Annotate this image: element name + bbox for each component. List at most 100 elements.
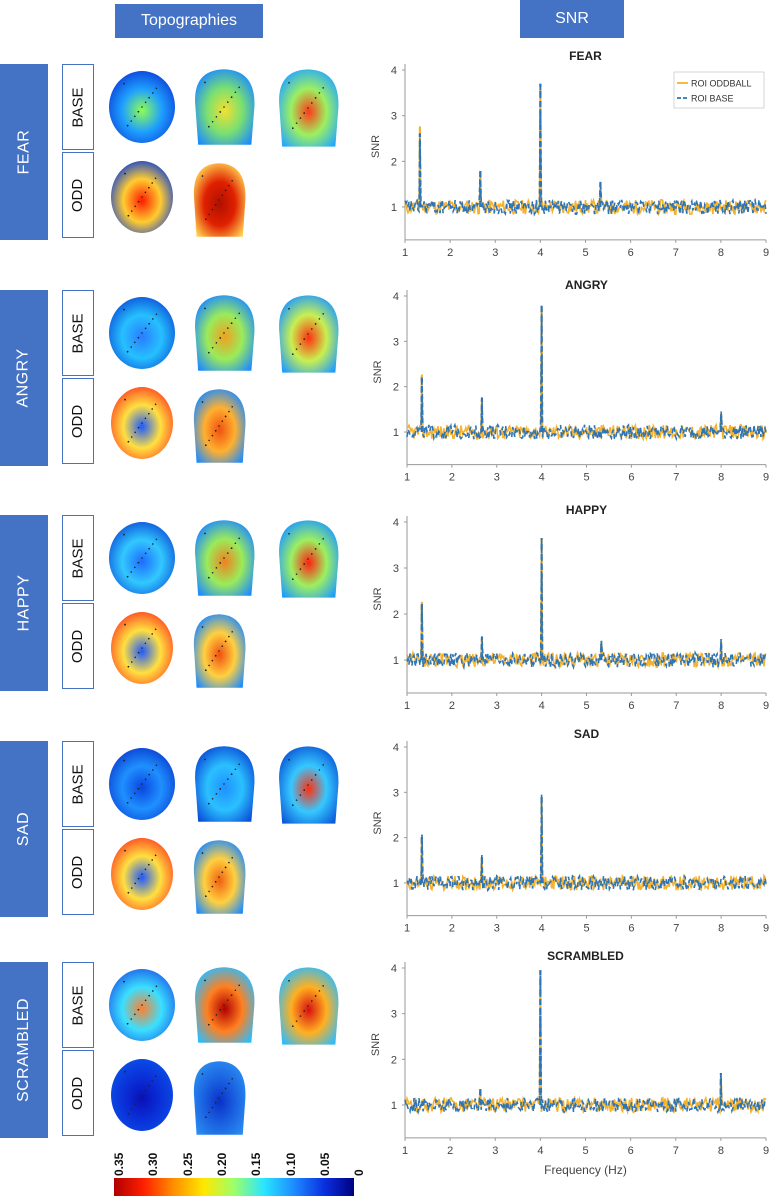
topo-odd-top-scrambled bbox=[111, 1059, 173, 1131]
x-tick-label: 8 bbox=[718, 247, 724, 259]
topo-base-back-angry bbox=[195, 295, 255, 371]
odd-row-label: ODD bbox=[62, 152, 94, 238]
chart-title: FEAR bbox=[569, 49, 602, 63]
y-tick-label: 3 bbox=[393, 563, 399, 575]
x-tick-label: 6 bbox=[628, 1145, 634, 1157]
chart-title: SAD bbox=[574, 727, 600, 741]
series-roi-base bbox=[406, 794, 767, 893]
x-tick-label: 5 bbox=[583, 700, 589, 712]
series-roi-base bbox=[404, 970, 767, 1115]
x-tick-label: 3 bbox=[494, 700, 500, 712]
x-tick-label: 9 bbox=[763, 247, 769, 259]
snr-header: SNR bbox=[520, 0, 624, 38]
y-tick-label: 3 bbox=[391, 1009, 397, 1021]
base-row-label: BASE bbox=[62, 962, 94, 1048]
x-tick-label: 8 bbox=[718, 1145, 724, 1157]
base-row-label: BASE bbox=[62, 290, 94, 376]
series-roi-oddball bbox=[404, 970, 767, 1116]
x-tick-label: 1 bbox=[404, 923, 410, 935]
odd-row-label: ODD bbox=[62, 603, 94, 689]
y-tick-label: 1 bbox=[393, 655, 399, 667]
colorbar bbox=[114, 1178, 354, 1196]
y-axis-label: SNR bbox=[372, 360, 384, 383]
chart-title: ANGRY bbox=[565, 278, 608, 292]
x-tick-label: 8 bbox=[718, 472, 724, 484]
x-tick-label: 7 bbox=[673, 700, 679, 712]
topo-base-top-angry bbox=[109, 297, 175, 369]
legend-entry: ROI BASE bbox=[691, 94, 734, 104]
condition-fear: FEAR bbox=[0, 64, 48, 240]
x-tick-label: 5 bbox=[582, 247, 588, 259]
x-tick-label: 2 bbox=[449, 700, 455, 712]
x-tick-label: 6 bbox=[628, 923, 634, 935]
y-tick-label: 4 bbox=[393, 291, 399, 303]
base-row-label: BASE bbox=[62, 515, 94, 601]
x-tick-label: 2 bbox=[449, 923, 455, 935]
x-tick-label: 5 bbox=[582, 1145, 588, 1157]
x-tick-label: 6 bbox=[628, 472, 634, 484]
y-tick-label: 1 bbox=[393, 878, 399, 890]
x-tick-label: 8 bbox=[718, 923, 724, 935]
x-tick-label: 4 bbox=[537, 247, 543, 259]
y-tick-label: 1 bbox=[391, 1100, 397, 1112]
x-tick-label: 1 bbox=[402, 247, 408, 259]
topo-odd-top-angry bbox=[111, 387, 173, 459]
x-tick-label: 4 bbox=[537, 1145, 543, 1157]
y-tick-label: 2 bbox=[393, 609, 399, 621]
condition-scrambled: SCRAMBLED bbox=[0, 962, 48, 1138]
snr-chart-scrambled: SCRAMBLED 1 2 3 4 SNR 1 2 3 4 5 6 7 8 9 Frequency (Hz) bbox=[370, 949, 769, 1177]
series-roi-base bbox=[406, 305, 767, 442]
x-axis-label: Frequency (Hz) bbox=[544, 1163, 627, 1177]
y-tick-label: 4 bbox=[393, 517, 399, 529]
y-tick-label: 1 bbox=[391, 202, 397, 214]
y-tick-label: 2 bbox=[391, 1054, 397, 1066]
topo-base-side-fear bbox=[279, 69, 339, 147]
topo-odd-top-fear bbox=[111, 161, 173, 233]
x-tick-label: 7 bbox=[673, 247, 679, 259]
condition-angry: ANGRY bbox=[0, 290, 48, 466]
legend bbox=[673, 71, 765, 109]
odd-row-label: ODD bbox=[62, 1050, 94, 1136]
x-tick-label: 7 bbox=[673, 923, 679, 935]
x-tick-label: 6 bbox=[628, 700, 634, 712]
y-tick-label: 2 bbox=[391, 156, 397, 168]
topo-odd-back-fear bbox=[193, 163, 246, 237]
series-roi-oddball bbox=[406, 538, 767, 671]
x-tick-label: 6 bbox=[628, 247, 634, 259]
x-tick-label: 3 bbox=[492, 1145, 498, 1157]
odd-row-label: ODD bbox=[62, 829, 94, 915]
condition-happy: HAPPY bbox=[0, 515, 48, 691]
topo-base-side-scrambled bbox=[279, 967, 339, 1045]
topo-base-top-fear bbox=[109, 71, 175, 143]
y-tick-label: 3 bbox=[393, 787, 399, 799]
x-tick-label: 4 bbox=[539, 923, 545, 935]
y-tick-label: 2 bbox=[393, 833, 399, 845]
topo-odd-top-happy bbox=[111, 612, 173, 684]
topo-base-top-happy bbox=[109, 522, 175, 594]
snr-chart-fear: FEAR 1 2 3 4 SNR 1 2 3 4 5 6 7 8 9 ROI ODDBALL ROI BASE bbox=[370, 49, 769, 259]
series-roi-oddball bbox=[406, 796, 767, 893]
snr-chart-sad: SAD 1 2 3 4 SNR 1 2 3 4 5 6 7 8 9 bbox=[372, 727, 769, 935]
x-tick-label: 4 bbox=[539, 472, 545, 484]
x-tick-label: 9 bbox=[763, 1145, 769, 1157]
x-tick-label: 2 bbox=[449, 472, 455, 484]
chart-title: SCRAMBLED bbox=[547, 949, 624, 963]
x-tick-label: 7 bbox=[673, 472, 679, 484]
x-tick-label: 2 bbox=[447, 1145, 453, 1157]
topo-base-side-happy bbox=[279, 520, 339, 598]
y-axis-label: SNR bbox=[372, 587, 384, 610]
chart-title: HAPPY bbox=[566, 503, 607, 517]
series-roi-base bbox=[406, 538, 767, 671]
topo-odd-back-angry bbox=[193, 389, 246, 463]
y-tick-label: 3 bbox=[391, 111, 397, 123]
base-row-label: BASE bbox=[62, 741, 94, 827]
topo-base-back-scrambled bbox=[195, 967, 255, 1043]
x-tick-label: 9 bbox=[763, 923, 769, 935]
topo-odd-top-sad bbox=[111, 838, 173, 910]
topo-odd-back-sad bbox=[193, 840, 246, 914]
y-tick-label: 4 bbox=[393, 742, 399, 754]
x-tick-label: 3 bbox=[492, 247, 498, 259]
base-row-label: BASE bbox=[62, 64, 94, 150]
x-tick-label: 9 bbox=[763, 700, 769, 712]
